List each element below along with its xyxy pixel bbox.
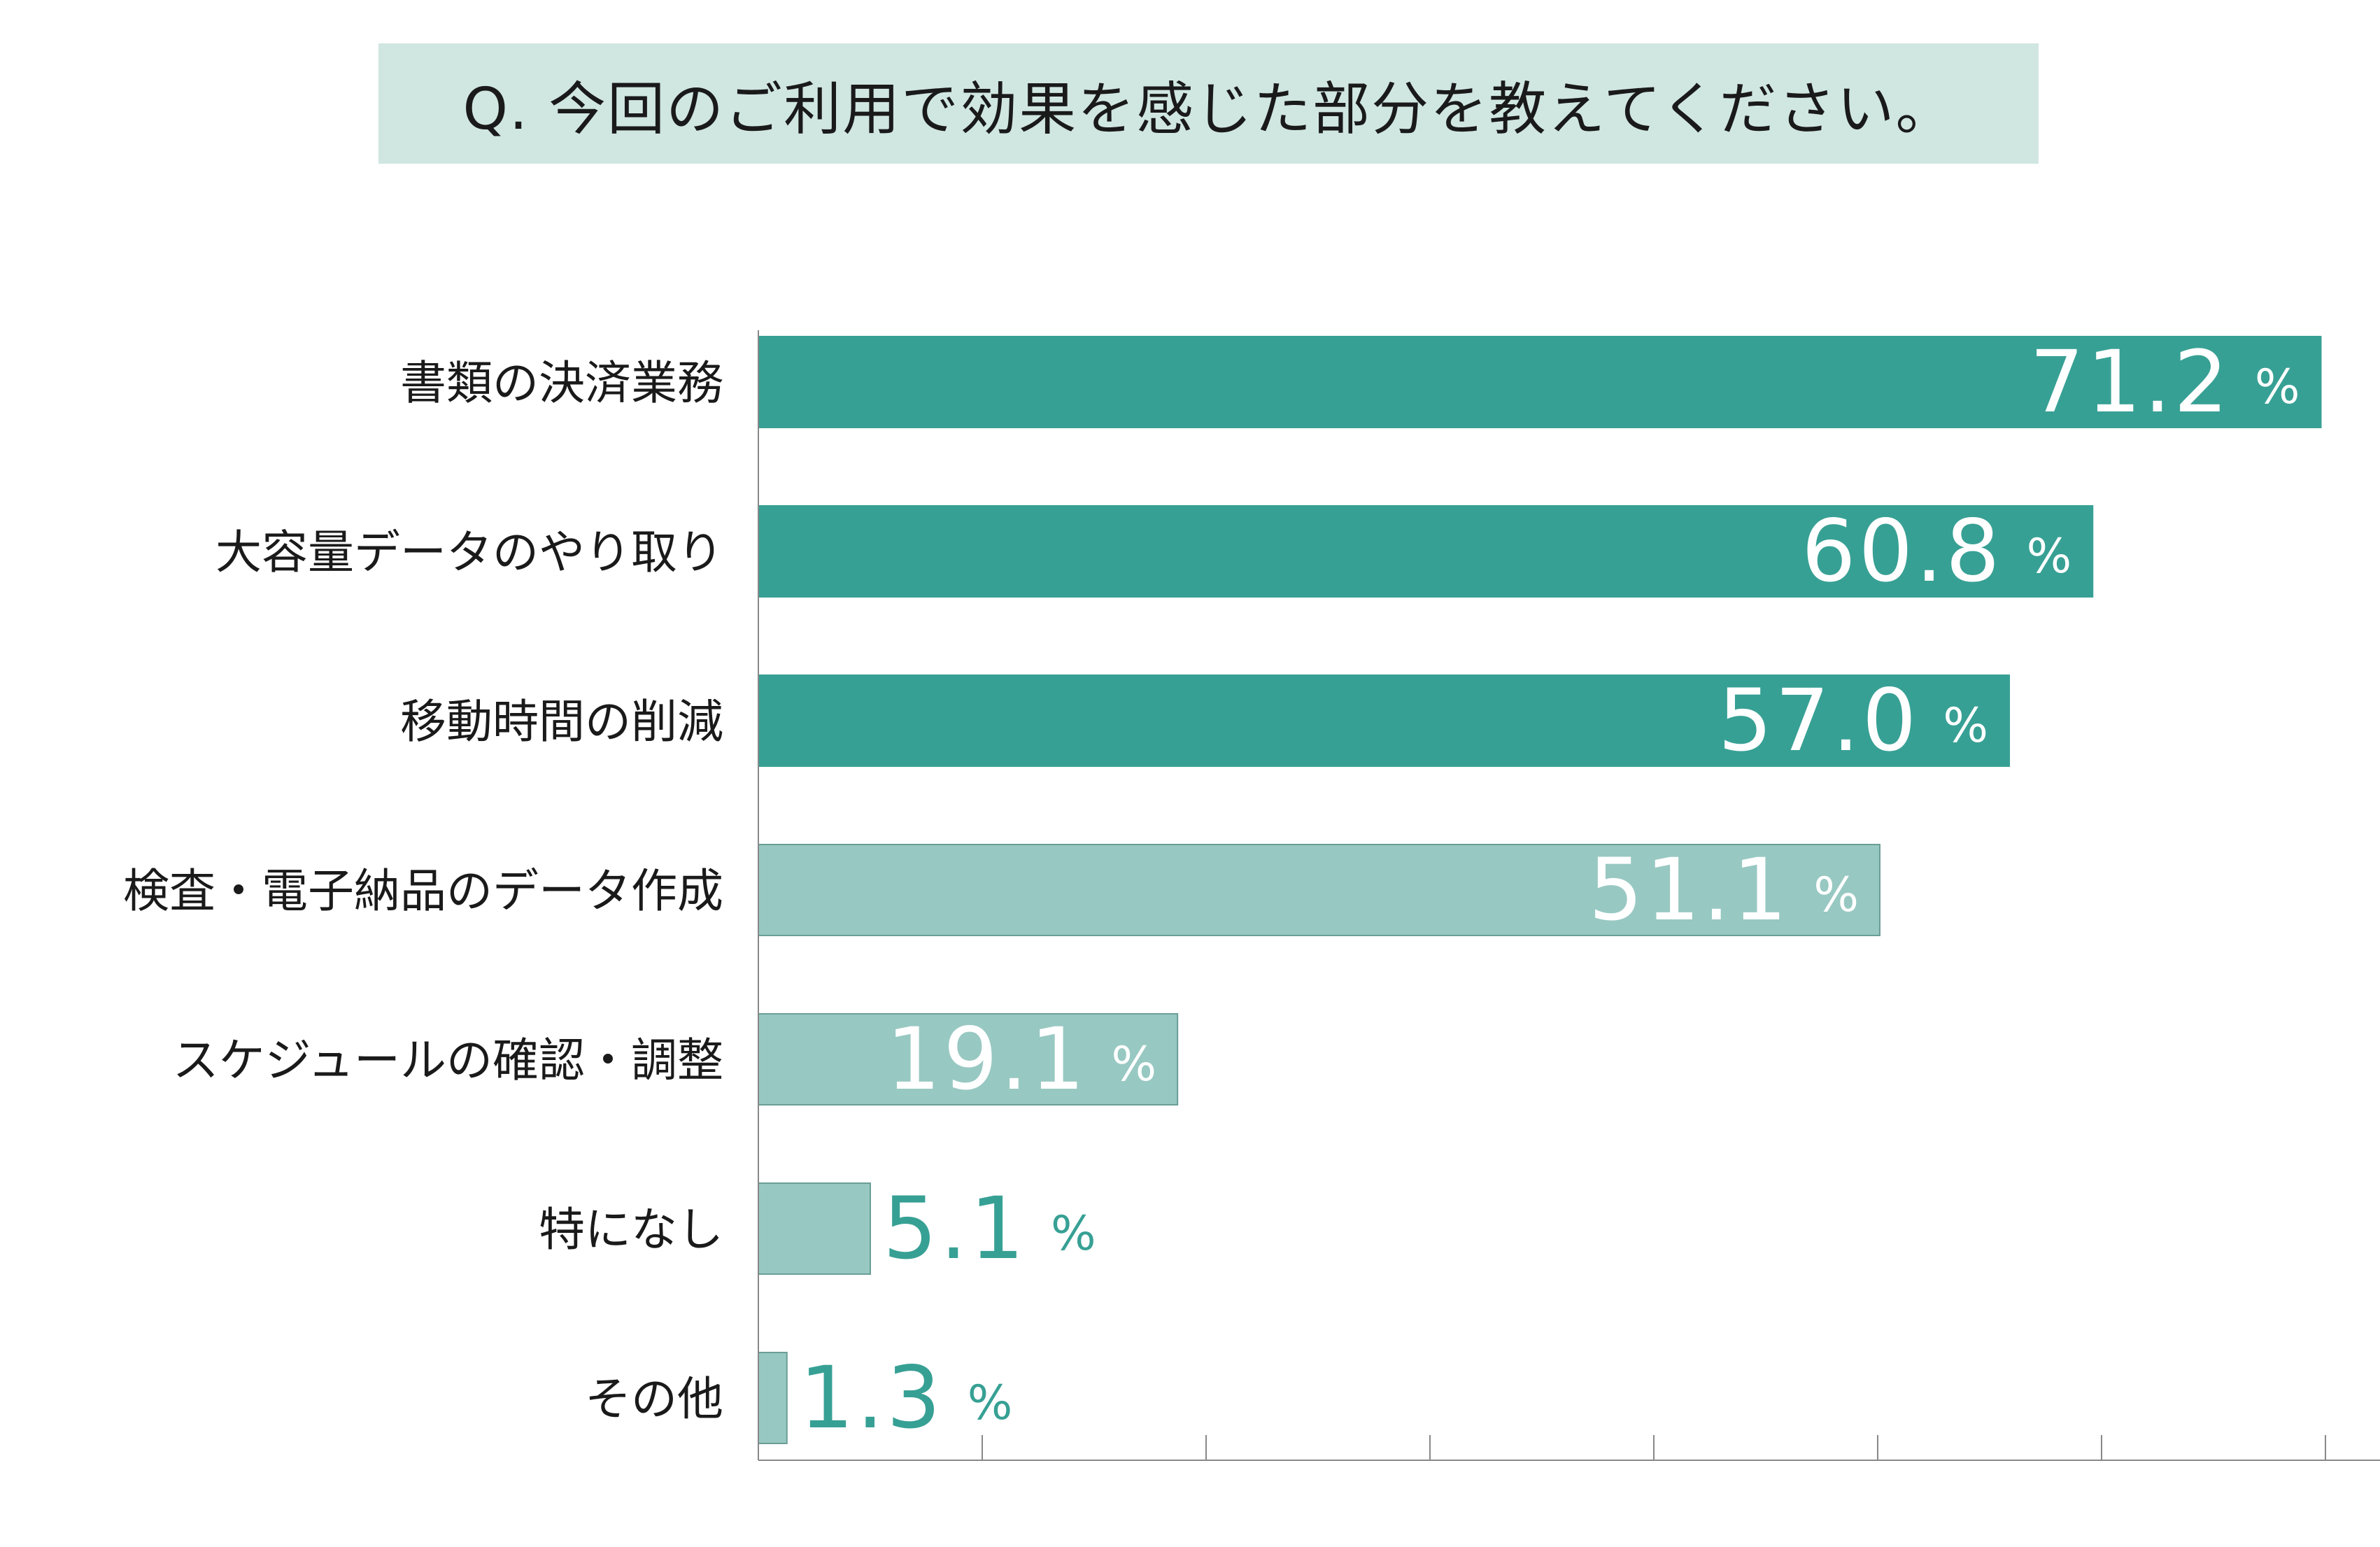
question-title: Q. 今回のご利用で効果を感じた部分を教えてください。	[462, 76, 1955, 143]
bar-5	[758, 1013, 1179, 1105]
category-label-3: 移動時間の削減	[400, 695, 723, 749]
category-label-4: 検査・電子納品のデータ作成	[123, 864, 723, 918]
bar-1	[758, 336, 2322, 428]
value-label-6: 5.1%	[883, 1179, 1096, 1278]
bar-2	[758, 505, 2094, 598]
category-label-5: スケジュールの確認・調整	[173, 1033, 723, 1087]
category-label-2: 大容量データのやり取り	[215, 525, 723, 579]
bar-7	[758, 1352, 788, 1444]
value-label-2: 60.8%	[1801, 502, 2071, 601]
category-label-1: 書類の決済業務	[400, 356, 723, 410]
bar-3	[758, 674, 2011, 767]
value-label-5: 19.1%	[886, 1010, 1156, 1109]
value-label-1: 71.2%	[2030, 332, 2300, 432]
category-label-6: 特になし	[539, 1203, 723, 1257]
question-title-box: Q. 今回のご利用で効果を感じた部分を教えてください。	[378, 43, 2039, 164]
value-label-7: 1.3%	[800, 1348, 1013, 1448]
value-label-3: 57.0%	[1718, 671, 1988, 770]
category-label-7: その他	[585, 1372, 723, 1426]
bar-4	[758, 844, 1880, 936]
bar-6	[758, 1182, 871, 1275]
value-label-4: 51.1%	[1589, 840, 1859, 940]
